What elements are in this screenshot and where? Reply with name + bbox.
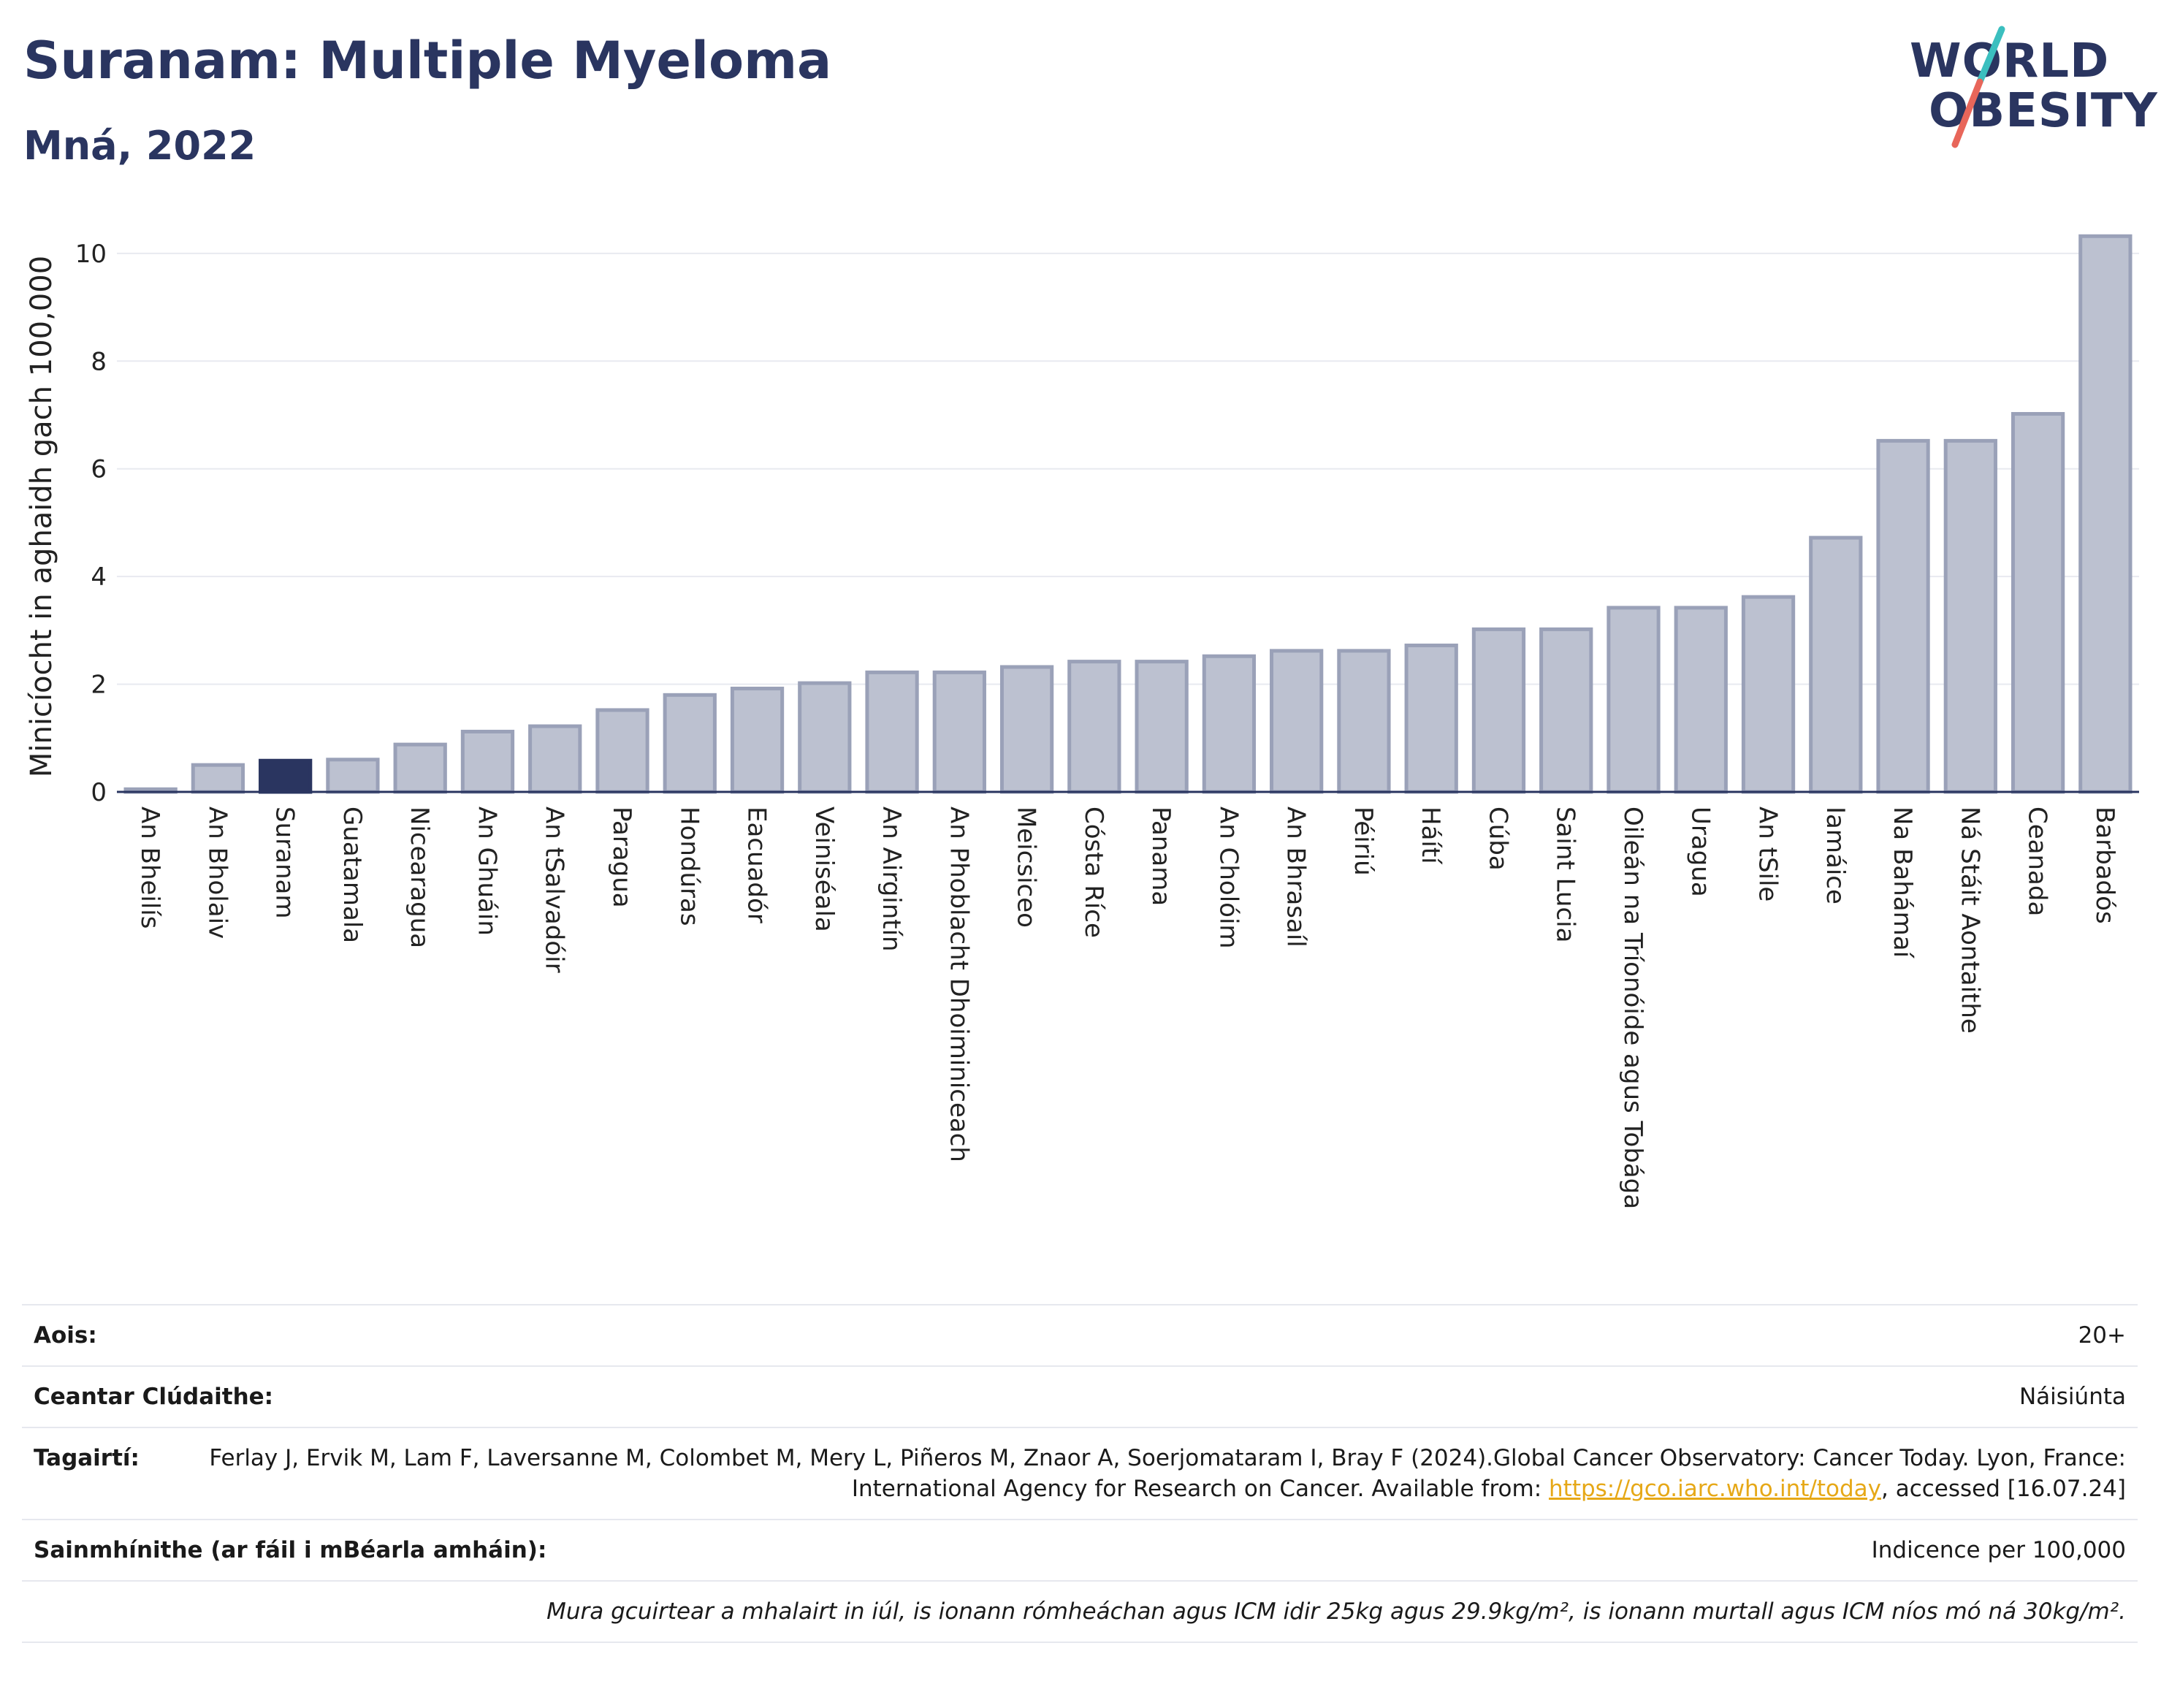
x-tick-label: Cósta Ríce — [1079, 807, 1108, 938]
bar — [1404, 643, 1458, 794]
meta-row-age: Aois: 20+ — [22, 1304, 2138, 1365]
age-value: 20+ — [2078, 1322, 2126, 1349]
bar — [1337, 649, 1391, 794]
x-tick-label: An Airgintín — [877, 807, 906, 952]
x-tick-label: Eacuadór — [742, 807, 771, 923]
y-tick-label: 6 — [91, 455, 107, 484]
x-tick-label: Iamáice — [1821, 807, 1850, 904]
x-tick-label: Háítí — [1416, 807, 1445, 865]
y-tick-label: 2 — [91, 671, 107, 700]
bar — [663, 693, 717, 794]
x-tick-label: Oileán na Tríonóide agus Tobága — [1618, 807, 1647, 1209]
bar — [1607, 606, 1661, 794]
age-label: Aois: — [34, 1322, 97, 1349]
x-tick-label: Uragua — [1685, 807, 1715, 897]
x-tick-label: An Bholaiv — [202, 807, 232, 939]
x-tick-label: Guatamala — [338, 807, 367, 943]
x-tick-label: Péiriú — [1349, 807, 1378, 876]
x-tick-label: Nicearagua — [405, 807, 434, 948]
area-value: Náisiúnta — [2019, 1384, 2126, 1410]
page-title: Suranam: Multiple Myeloma — [23, 31, 832, 91]
world-obesity-logo: WORLD OBESITY — [1899, 22, 2157, 153]
definitions-label: Sainmhínithe (ar fáil i mBéarla amháin): — [34, 1537, 547, 1563]
meta-row-area: Ceantar Clúdaithe: Náisiúnta — [22, 1365, 2138, 1427]
x-tick-label: Ceanada — [2023, 807, 2052, 916]
x-tick-label: An Ghuáin — [472, 807, 501, 936]
logo-slash-icon — [1951, 26, 2005, 148]
references-text: Ferlay J, Ervik M, Lam F, Laversanne M, … — [209, 1445, 2126, 1502]
x-tick-label: An tSalvadóir — [540, 807, 569, 973]
bar — [1135, 660, 1189, 794]
bar — [730, 686, 785, 794]
bar — [2011, 412, 2065, 794]
x-tick-label: Saint Lucia — [1551, 807, 1580, 942]
definitions-value: Indicence per 100,000 — [1871, 1537, 2126, 1563]
bar — [1067, 660, 1121, 794]
bar — [1876, 438, 1930, 794]
logo-line-world: WORLD — [1910, 34, 2110, 88]
x-tick-label: Na Bahámaí — [1888, 807, 1917, 959]
x-tick-label: An tSile — [1753, 807, 1783, 901]
y-tick-label: 4 — [91, 563, 107, 592]
x-tick-label: Panama — [1146, 807, 1175, 906]
references-label: Tagairtí: — [34, 1445, 140, 1471]
references-accessed: , accessed [16.07.24] — [1880, 1476, 2126, 1502]
y-axis-label: Minicíocht in aghaidh gach 100,000 — [25, 256, 58, 777]
bar — [191, 763, 245, 794]
bar — [798, 681, 852, 794]
x-tick-label: An Cholóim — [1213, 807, 1243, 949]
bar — [528, 724, 582, 794]
metadata-table: Aois: 20+ Ceantar Clúdaithe: Náisiúnta T… — [22, 1304, 2138, 1643]
references-value: Ferlay J, Ervik M, Lam F, Laversanne M, … — [140, 1443, 2126, 1504]
x-tick-label: Barbadós — [2090, 807, 2119, 924]
x-tick-label: An Bhrasaíl — [1281, 807, 1311, 948]
meta-row-definitions: Sainmhínithe (ar fáil i mBéarla amháin):… — [22, 1519, 2138, 1580]
meta-row-note: Mura gcuirtear a mhalairt in iúl, is ion… — [22, 1580, 2138, 1643]
x-tick-label: Ná Stáit Aontaithe — [1955, 807, 1984, 1034]
x-tick-label: Veiniséala — [809, 807, 839, 932]
references-link[interactable]: https://gco.iarc.who.int/today — [1549, 1476, 1881, 1502]
y-tick-label: 0 — [91, 778, 107, 807]
x-tick-label: Cúba — [1483, 807, 1512, 871]
meta-row-references: Tagairtí: Ferlay J, Ervik M, Lam F, Lave… — [22, 1427, 2138, 1519]
bar-highlighted — [259, 758, 313, 794]
y-tick-label: 8 — [91, 347, 107, 376]
x-tick-label: An Bheilís — [135, 807, 164, 929]
x-tick-label: Paragua — [607, 807, 636, 908]
x-tick-label: Suranam — [270, 807, 300, 918]
bar — [1741, 595, 1796, 794]
bar — [326, 758, 380, 794]
area-label: Ceantar Clúdaithe: — [34, 1384, 274, 1410]
bar — [999, 665, 1054, 794]
bar — [1270, 649, 1324, 794]
x-tick-label: Meicsiceo — [1012, 807, 1041, 928]
bar — [595, 708, 649, 794]
bar — [1471, 627, 1526, 794]
x-tick-label: An Phoblacht Dhoiminiceach — [944, 807, 973, 1162]
bar — [1674, 606, 1728, 794]
x-tick-label: Hondúras — [674, 807, 704, 926]
bar — [1943, 438, 1997, 794]
bar — [865, 670, 919, 794]
bar — [393, 742, 447, 794]
bar — [1809, 535, 1863, 794]
bar-chart: 0 2 4 6 8 10 Minicíocht in aghaidh gach 100,00… — [25, 234, 2139, 1209]
bar — [1202, 654, 1257, 794]
bar — [1539, 627, 1593, 794]
page-subtitle: Mná, 2022 — [23, 123, 256, 169]
bar — [932, 670, 986, 794]
bar — [2078, 234, 2133, 794]
bar — [460, 729, 515, 794]
footnote: Mura gcuirtear a mhalairt in iúl, is ion… — [546, 1598, 2126, 1625]
y-tick-label: 10 — [75, 240, 107, 269]
